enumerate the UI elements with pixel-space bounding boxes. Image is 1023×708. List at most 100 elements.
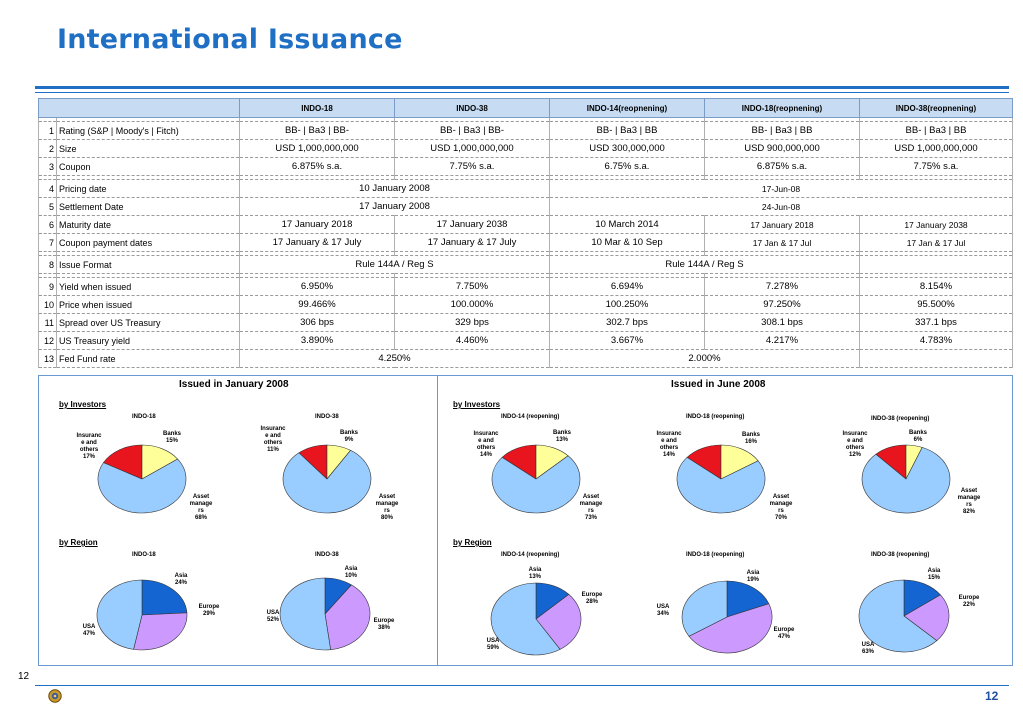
region-pie-indo18-reopening: [681, 580, 773, 654]
investor-pie-indo18-reopening: [676, 444, 766, 514]
table-header: INDO-38(reopnening): [859, 98, 1013, 118]
table-cell: 7.75% s.a.: [394, 157, 550, 176]
table-cell: 6.75% s.a.: [549, 157, 705, 176]
table-cell: BB- | Ba3 | BB: [549, 121, 705, 140]
pie-label-insurance: Insuranc e and others 17%: [76, 433, 102, 460]
pie-label-asia: Asia 15%: [927, 568, 941, 581]
table-cell: 6.694%: [549, 277, 705, 296]
table-header-row: INDO-18 INDO-38 INDO-14(reopnening) INDO…: [38, 98, 1013, 118]
pie-label-asset-managers: Asset manage rs 73%: [579, 494, 603, 521]
table-cell: 10 January 2008: [239, 179, 550, 198]
pie-slice-asia: [141, 579, 188, 616]
table-row: 7 Coupon payment dates 17 January & 17 J…: [38, 233, 1013, 252]
pie-label-insurance: Insuranc e and others 12%: [842, 431, 868, 458]
table-cell: 308.1 bps: [704, 313, 860, 332]
table-cell: 97.250%: [704, 295, 860, 314]
row-number: 9: [38, 277, 57, 296]
footer-rule: [35, 685, 1009, 686]
pie-label-asia: Asia 19%: [746, 570, 760, 583]
row-label: Size: [56, 139, 240, 158]
pie-label-banks: Banks 15%: [162, 431, 181, 444]
table-header: INDO-38: [394, 98, 550, 118]
row-number: 3: [38, 157, 57, 176]
row-number: 10: [38, 295, 57, 314]
chart-title: INDO-14 (reopening): [501, 414, 560, 420]
page-title: International Issuance: [57, 24, 403, 55]
pie-label-europe: Europe 22%: [958, 595, 980, 608]
pie-slice-europe: [324, 584, 371, 651]
table-cell: 10 Mar & 10 Sep: [549, 233, 705, 252]
row-number: 1: [38, 121, 57, 140]
row-label: Fed Fund rate: [56, 349, 240, 368]
table-cell: USD 900,000,000: [704, 139, 860, 158]
table-cell: Rule 144A / Reg S: [239, 255, 550, 274]
row-label: Maturity date: [56, 215, 240, 234]
pie-label-asia: Asia 10%: [344, 566, 358, 579]
region-pie-indo38: [279, 577, 371, 651]
table-cell: Rule 144A / Reg S: [549, 255, 860, 274]
table-cell: 10 March 2014: [549, 215, 705, 234]
row-number: 6: [38, 215, 57, 234]
charts-area: Issued in January 2008 Issued in June 20…: [38, 375, 1013, 666]
table-row: 3 Coupon 6.875% s.a. 7.75% s.a. 6.75% s.…: [38, 157, 1013, 176]
table-cell: 17 Jan & 17 Jul: [704, 233, 860, 252]
section-by-region: by Region: [59, 538, 98, 547]
table-cell: USD 1,000,000,000: [859, 139, 1013, 158]
table-cell: 7.75% s.a.: [859, 157, 1013, 176]
table-cell: 329 bps: [394, 313, 550, 332]
row-number: 13: [38, 349, 57, 368]
row-number: 2: [38, 139, 57, 158]
table-cell: 3.667%: [549, 331, 705, 350]
table-row: 12 US Treasury yield 3.890% 4.460% 3.667…: [38, 331, 1013, 350]
chart-title: INDO-38 (reopening): [871, 416, 930, 422]
table-header: INDO-18: [239, 98, 395, 118]
table-cell: 17-Jun-08: [549, 179, 1013, 198]
table-row: 5 Settlement Date 17 January 2008 24-Jun…: [38, 197, 1013, 216]
table-cell: BB- | Ba3 | BB-: [239, 121, 395, 140]
table-cell: 8.154%: [859, 277, 1013, 296]
row-label: Price when issued: [56, 295, 240, 314]
pie-label-banks: Banks 13%: [552, 430, 571, 443]
table-cell: 17 January 2018: [704, 215, 860, 234]
pie-slice-asia: [726, 580, 770, 618]
pie-label-usa: USA 52%: [266, 610, 280, 623]
chart-title: INDO-18 (reopening): [686, 414, 745, 420]
table-cell: BB- | Ba3 | BB-: [394, 121, 550, 140]
pie-label-banks: Banks 9%: [339, 430, 358, 443]
region-pie-indo14-reopening: [490, 582, 582, 656]
table-header-blank: [38, 98, 240, 118]
pie-slice-europe: [688, 603, 773, 654]
row-label: US Treasury yield: [56, 331, 240, 350]
region-pie-indo18: [96, 579, 188, 651]
table-header: INDO-14(reopnening): [549, 98, 705, 118]
table-cell: 100.000%: [394, 295, 550, 314]
row-number: 11: [38, 313, 57, 332]
pie-slice-europe: [903, 594, 950, 642]
pie-slice-asset-managers: [282, 449, 372, 514]
page-number-right: 12: [985, 689, 999, 703]
table-cell: 7.278%: [704, 277, 860, 296]
table-cell: 4.217%: [704, 331, 860, 350]
row-label: Spread over US Treasury: [56, 313, 240, 332]
table-cell: 17 January 2038: [394, 215, 550, 234]
pie-label-asset-managers: Asset manage rs 68%: [189, 494, 213, 521]
table-cell: 95.500%: [859, 295, 1013, 314]
section-by-investors: by Investors: [59, 400, 107, 409]
title-rule: [35, 86, 1009, 89]
table-row: 8 Issue Format Rule 144A / Reg S Rule 14…: [38, 255, 1013, 274]
pie-slice-banks: [720, 444, 759, 480]
chart-title: INDO-38 (reopening): [871, 552, 930, 558]
investor-pie-indo14-reopening: [491, 444, 581, 514]
table-cell: 6.875% s.a.: [704, 157, 860, 176]
pie-label-asia: Asia 13%: [528, 567, 542, 580]
table-row: 9 Yield when issued 6.950% 7.750% 6.694%…: [38, 277, 1013, 296]
table-cell: 7.750%: [394, 277, 550, 296]
row-label: Coupon payment dates: [56, 233, 240, 252]
pie-label-usa: USA 59%: [486, 638, 500, 651]
table-cell: 4.460%: [394, 331, 550, 350]
pie-label-asset-managers: Asset manage rs 70%: [769, 494, 793, 521]
table-cell: 6.875% s.a.: [239, 157, 395, 176]
pie-label-insurance: Insuranc e and others 14%: [473, 431, 499, 458]
row-label: Issue Format: [56, 255, 240, 274]
chart-title: INDO-14 (reopening): [501, 552, 560, 558]
